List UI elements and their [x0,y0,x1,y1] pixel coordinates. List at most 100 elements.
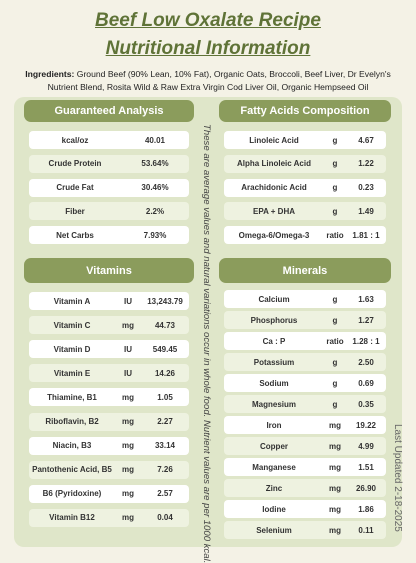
table-row: Copper mg 4.99 [224,437,386,455]
table-row: Linoleic Acid g 4.67 [224,131,386,149]
table-cell: 0.23 [358,183,374,193]
last-updated: Last Updated 2-18-2025 [392,424,403,532]
table-cell: Thiamine, B1 [47,392,97,402]
table-cell: mg [329,483,341,493]
table-row: Vitamin A IU 13,243.79 [29,292,189,310]
table-cell: Manganese [252,462,296,472]
table-cell: 40.01 [144,135,166,145]
table-cell: Pantothenic Acid, B5 [32,465,112,475]
table-cell: Omega-6/Omega-3 [238,230,310,240]
table-row: Iron mg 19.22 [224,416,386,434]
table-cell: 7.26 [157,465,173,475]
table-cell: 1.49 [358,206,374,216]
table-row: Alpha Linoleic Acid g 1.22 [224,154,386,173]
table-cell: Crude Fat [56,183,94,193]
ingredients-text: Ground Beef (90% Lean, 10% Fat), Organic… [47,69,391,92]
table-cell: g [332,315,338,325]
table-cell: 4.67 [358,135,374,145]
section-heading: Fatty Acids Composition [219,100,391,122]
table-cell: mg [122,465,134,475]
table-row: Calcium g 1.63 [224,290,386,308]
table-cell: Linoleic Acid [249,135,299,145]
table-cell: g [332,378,338,388]
table-cell: Fiber [65,206,85,216]
table-cell: IU [124,368,132,378]
table-cell: Potassium [253,357,295,367]
table-cell: 4.99 [358,441,374,451]
table-cell: mg [122,392,134,402]
section-heading: Minerals [219,258,391,283]
table-cell: Vitamin C [53,320,91,330]
table-cell: Iron [266,420,282,430]
table-row: Ca : P ratio 1.28 : 1 [224,332,386,350]
table-row: Selenium mg 0.11 [224,521,386,539]
table-row: Iodine mg 1.86 [224,500,386,518]
table-cell: g [332,399,338,409]
table-cell: 0.04 [157,513,173,523]
table-cell: Phosphorus [250,315,298,325]
table-cell: Arachidonic Acid [241,183,307,193]
table-cell: Niacin, B3 [52,441,92,451]
table-cell: Riboflavin, B2 [45,417,99,426]
table-cell: 2.57 [157,489,173,499]
table-cell: 7.93% [143,230,167,240]
table-cell: 19.22 [355,420,377,430]
table-cell: g [332,357,338,367]
table-cell: kcal/oz [61,135,89,145]
table-cell: IU [124,296,132,306]
table-cell: Vitamin B12 [49,513,95,523]
table-row: Crude Fat 30.46% [29,178,189,197]
table-cell: 1.22 [358,159,374,169]
table-cell: g [332,294,338,304]
title: Beef Low Oxalate Recipe [95,10,321,31]
table-cell: 1.63 [358,294,374,304]
table-cell: 2.2% [145,206,165,216]
table-cell: 2.27 [157,417,173,426]
table-cell: mg [329,525,341,535]
table-cell: Zinc [265,483,283,493]
table-row: Thiamine, B1 mg 1.05 [29,388,189,407]
table-cell: Calcium [258,294,290,304]
table-row: Niacin, B3 mg 33.14 [29,436,189,455]
table-cell: Net Carbs [56,230,94,240]
table-cell: ratio [326,336,344,346]
table-cell: g [332,135,338,145]
table-cell: B6 (Pyridoxine) [42,489,102,499]
table-row: Fiber 2.2% [29,202,189,221]
table-row: Vitamin B12 mg 0.04 [29,508,189,527]
table-cell: Magnesium [251,399,296,409]
table-cell: 1.05 [157,392,173,402]
table-row: Vitamin E IU 14.26 [29,364,189,383]
table-cell: 1.28 : 1 [352,336,380,346]
table-cell: Vitamin D [53,344,91,354]
table-row: B6 (Pyridoxine) mg 2.57 [29,484,189,503]
table-row: Zinc mg 26.90 [224,479,386,497]
table-cell: 33.14 [154,441,176,451]
table-cell: Crude Protein [48,159,102,169]
table-cell: EPA + DHA [252,206,295,216]
table-row: Magnesium g 0.35 [224,395,386,413]
table-cell: 44.73 [154,320,176,330]
table-cell: 1.81 : 1 [352,230,380,240]
table-cell: mg [329,441,341,451]
table-row: kcal/oz 40.01 [29,131,189,149]
table-cell: g [332,206,338,216]
table-cell: g [332,159,338,169]
table-cell: mg [329,504,341,514]
section-heading: Vitamins [24,258,194,283]
table-cell: mg [329,420,341,430]
table-cell: 14.26 [154,368,176,378]
table-cell: Selenium [256,525,292,535]
table-row: Arachidonic Acid g 0.23 [224,178,386,197]
table-cell: 2.50 [358,357,374,367]
table-cell: IU [124,344,132,354]
table-cell: 13,243.79 [147,296,183,306]
table-cell: ratio [326,230,344,240]
table-row: EPA + DHA g 1.49 [224,202,386,221]
table-row: Phosphorus g 1.27 [224,311,386,329]
table-cell: 1.86 [358,504,374,514]
table-cell: 0.11 [358,525,374,535]
table-cell: mg [122,489,134,499]
table-row: Vitamin D IU 549.45 [29,340,189,359]
